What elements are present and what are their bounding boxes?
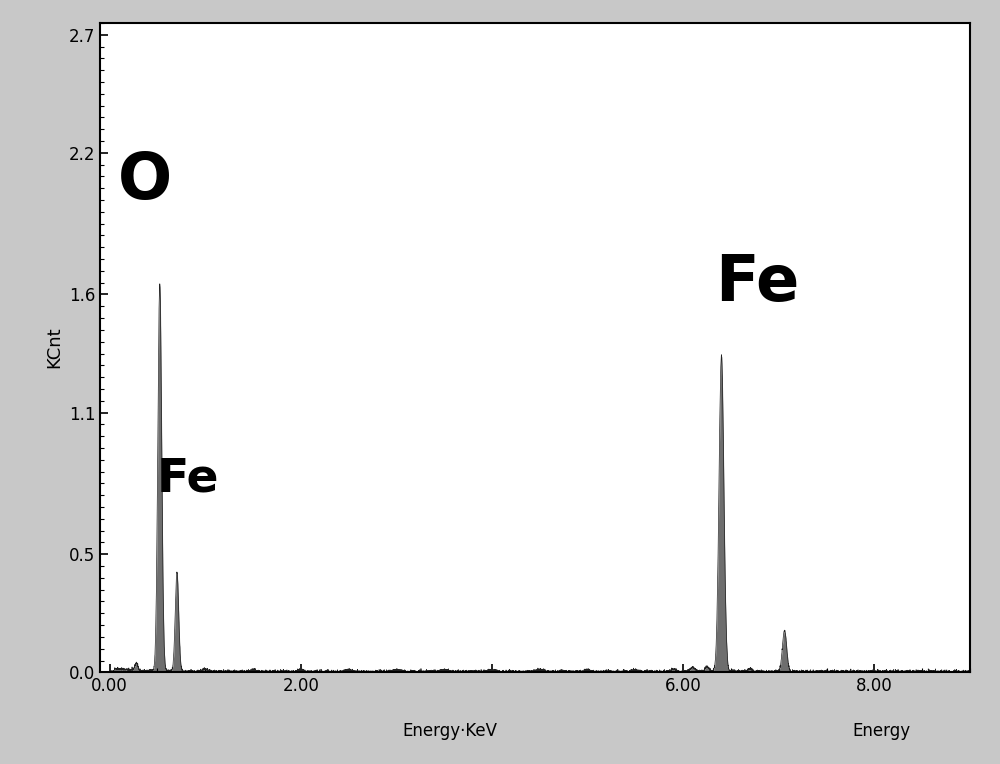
Text: Fe: Fe bbox=[157, 456, 219, 501]
Text: Energy·KeV: Energy·KeV bbox=[402, 722, 498, 740]
Text: Fe: Fe bbox=[716, 251, 800, 314]
Text: Energy: Energy bbox=[852, 722, 910, 740]
Text: O: O bbox=[118, 151, 172, 212]
Y-axis label: KCnt: KCnt bbox=[45, 327, 63, 368]
